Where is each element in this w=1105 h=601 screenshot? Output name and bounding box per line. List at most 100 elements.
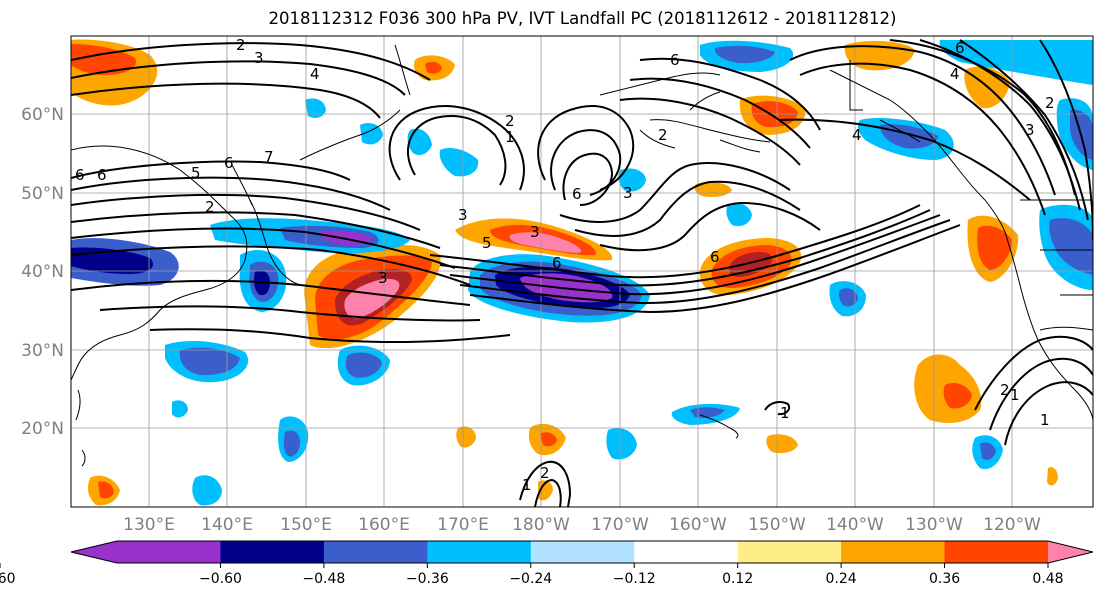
- contour-label: 5: [482, 234, 492, 252]
- contour-label: 3: [378, 269, 388, 287]
- pv-positive-anomaly: [98, 481, 114, 499]
- colorbar-tick-label: 0.48: [1032, 571, 1063, 587]
- contour-label: 6: [670, 51, 680, 69]
- pv-negative-anomaly: [179, 347, 240, 376]
- contour-label: 3: [623, 184, 633, 202]
- pv-positive-anomaly: [456, 426, 476, 448]
- contour-label: 7: [264, 148, 274, 166]
- pv-negative-anomaly: [71, 247, 154, 274]
- colorbar-tick-label: −0.60: [199, 571, 242, 587]
- pv-negative-anomaly: [360, 123, 383, 145]
- colorbar: −0.60 −0.48 −0.36 −0.24 −0.12 0.12 0.24 0.36 0.4…: [0, 540, 1094, 587]
- lon-label: 160°E: [358, 515, 410, 535]
- map-frame: [70, 35, 1094, 508]
- lon-label: 130°E: [123, 515, 175, 535]
- contour-label: 6: [552, 254, 562, 272]
- lat-label: 40°N: [21, 262, 64, 282]
- contour-label: 3: [458, 206, 468, 224]
- pv-negative-anomaly: [618, 168, 646, 192]
- pv-positive-anomaly: [977, 225, 1012, 270]
- lat-label: 30°N: [21, 341, 64, 361]
- lon-label: 150°E: [280, 515, 332, 535]
- pv-negative-anomaly: [714, 45, 775, 64]
- contour-label: 6: [75, 166, 85, 184]
- pv-negative-anomaly: [980, 442, 996, 460]
- lon-label: 120°W: [983, 515, 1041, 535]
- lon-label: 140°W: [826, 515, 884, 535]
- colorbar-segment: [944, 541, 1049, 563]
- pv-positive-anomaly: [344, 278, 400, 319]
- colorbar-segment: [530, 541, 635, 563]
- pv-negative-anomaly: [305, 98, 326, 118]
- contour-label: 4: [950, 65, 960, 83]
- contour-label: 6: [97, 166, 107, 184]
- colorbar-arrow-left: [71, 541, 117, 563]
- pv-positive-anomaly: [509, 232, 582, 253]
- colorbar-segment: [841, 541, 946, 563]
- longitude-labels: 130°E 140°E 150°E 160°E 170°E 180°W 170°…: [123, 515, 1041, 535]
- pv-negative-anomaly: [606, 428, 637, 460]
- pv-positive-anomaly: [943, 383, 972, 409]
- contour-label: 6: [710, 248, 720, 266]
- colorbar-tick-label: −0.36: [406, 571, 449, 587]
- colorbar-tick-label: −0.12: [613, 571, 656, 587]
- contour-label: 3: [1025, 121, 1035, 139]
- contour-label: 2: [205, 198, 215, 216]
- lon-label: 140°E: [201, 515, 253, 535]
- pv-negative-anomaly: [839, 288, 858, 307]
- contour-label: 2: [1000, 381, 1010, 399]
- colorbar-tick-label: 0.24: [826, 571, 857, 587]
- contour-label: 5: [191, 164, 201, 182]
- contour-label: 2: [658, 126, 668, 144]
- lat-label: 20°N: [21, 419, 64, 439]
- contour-label: 6: [224, 154, 234, 172]
- pv-negative-anomaly: [939, 40, 1093, 85]
- contour-label: 1: [1040, 411, 1050, 429]
- pv-positive-anomaly: [540, 432, 557, 447]
- colorbar-tick-label: −0.24: [509, 571, 552, 587]
- contour-label: 4: [310, 65, 320, 83]
- contour-label: 1: [1010, 386, 1020, 404]
- colorbar-segment: [220, 541, 325, 563]
- pv-negative-anomaly: [192, 475, 222, 506]
- contour-label: 6: [955, 39, 965, 57]
- contour-label: 6: [572, 185, 582, 203]
- contour-label: 4: [852, 126, 862, 144]
- pv-negative-anomaly: [345, 352, 382, 378]
- colorbar-segment: [634, 541, 739, 563]
- colorbar-tick-label: 0.36: [929, 571, 960, 587]
- pv-negative-anomaly: [407, 128, 432, 156]
- contour-label: 2: [236, 36, 246, 54]
- map-area: 2 3 4 6 6 7 5 6 2 3 2 1 6 3 4 2 6 3 5 3 …: [71, 36, 1093, 507]
- ivt-contours: [71, 39, 1093, 507]
- pv-negative-anomaly: [283, 430, 300, 457]
- lon-label: 170°E: [437, 515, 489, 535]
- pv-negative-anomaly: [439, 148, 479, 177]
- colorbar-tick-label: 0.60: [0, 571, 16, 587]
- contour-label: 2: [1045, 94, 1055, 112]
- pv-negative-anomaly: [172, 400, 188, 418]
- contour-label: 3: [254, 49, 264, 67]
- contour-label: 3: [530, 223, 540, 241]
- colorbar-segment: [323, 541, 428, 563]
- contour-label: 2: [505, 112, 515, 130]
- colorbar-tick-label: −0.48: [302, 571, 345, 587]
- pv-negative-anomaly: [1049, 218, 1093, 275]
- pv-positive-anomaly: [538, 480, 553, 501]
- colorbar-segment: [427, 541, 532, 563]
- lon-label: 150°W: [748, 515, 806, 535]
- coastlines: [71, 44, 1093, 467]
- colorbar-segment: [737, 541, 842, 563]
- map-title: 2018112312 F036 300 hPa PV, IVT Landfall…: [268, 9, 897, 28]
- colorbar-tick-label: 0.12: [722, 571, 753, 587]
- lon-label: 130°W: [905, 515, 963, 535]
- pv-positive-anomaly: [1047, 467, 1058, 486]
- contour-label: 1: [522, 476, 532, 494]
- lat-label: 50°N: [21, 184, 64, 204]
- pv-positive-anomaly: [766, 434, 798, 454]
- pv-positive-anomaly: [425, 61, 442, 74]
- pv-negative-anomaly: [726, 203, 752, 227]
- lat-label: 60°N: [21, 105, 64, 125]
- contour-label: 1: [780, 404, 790, 422]
